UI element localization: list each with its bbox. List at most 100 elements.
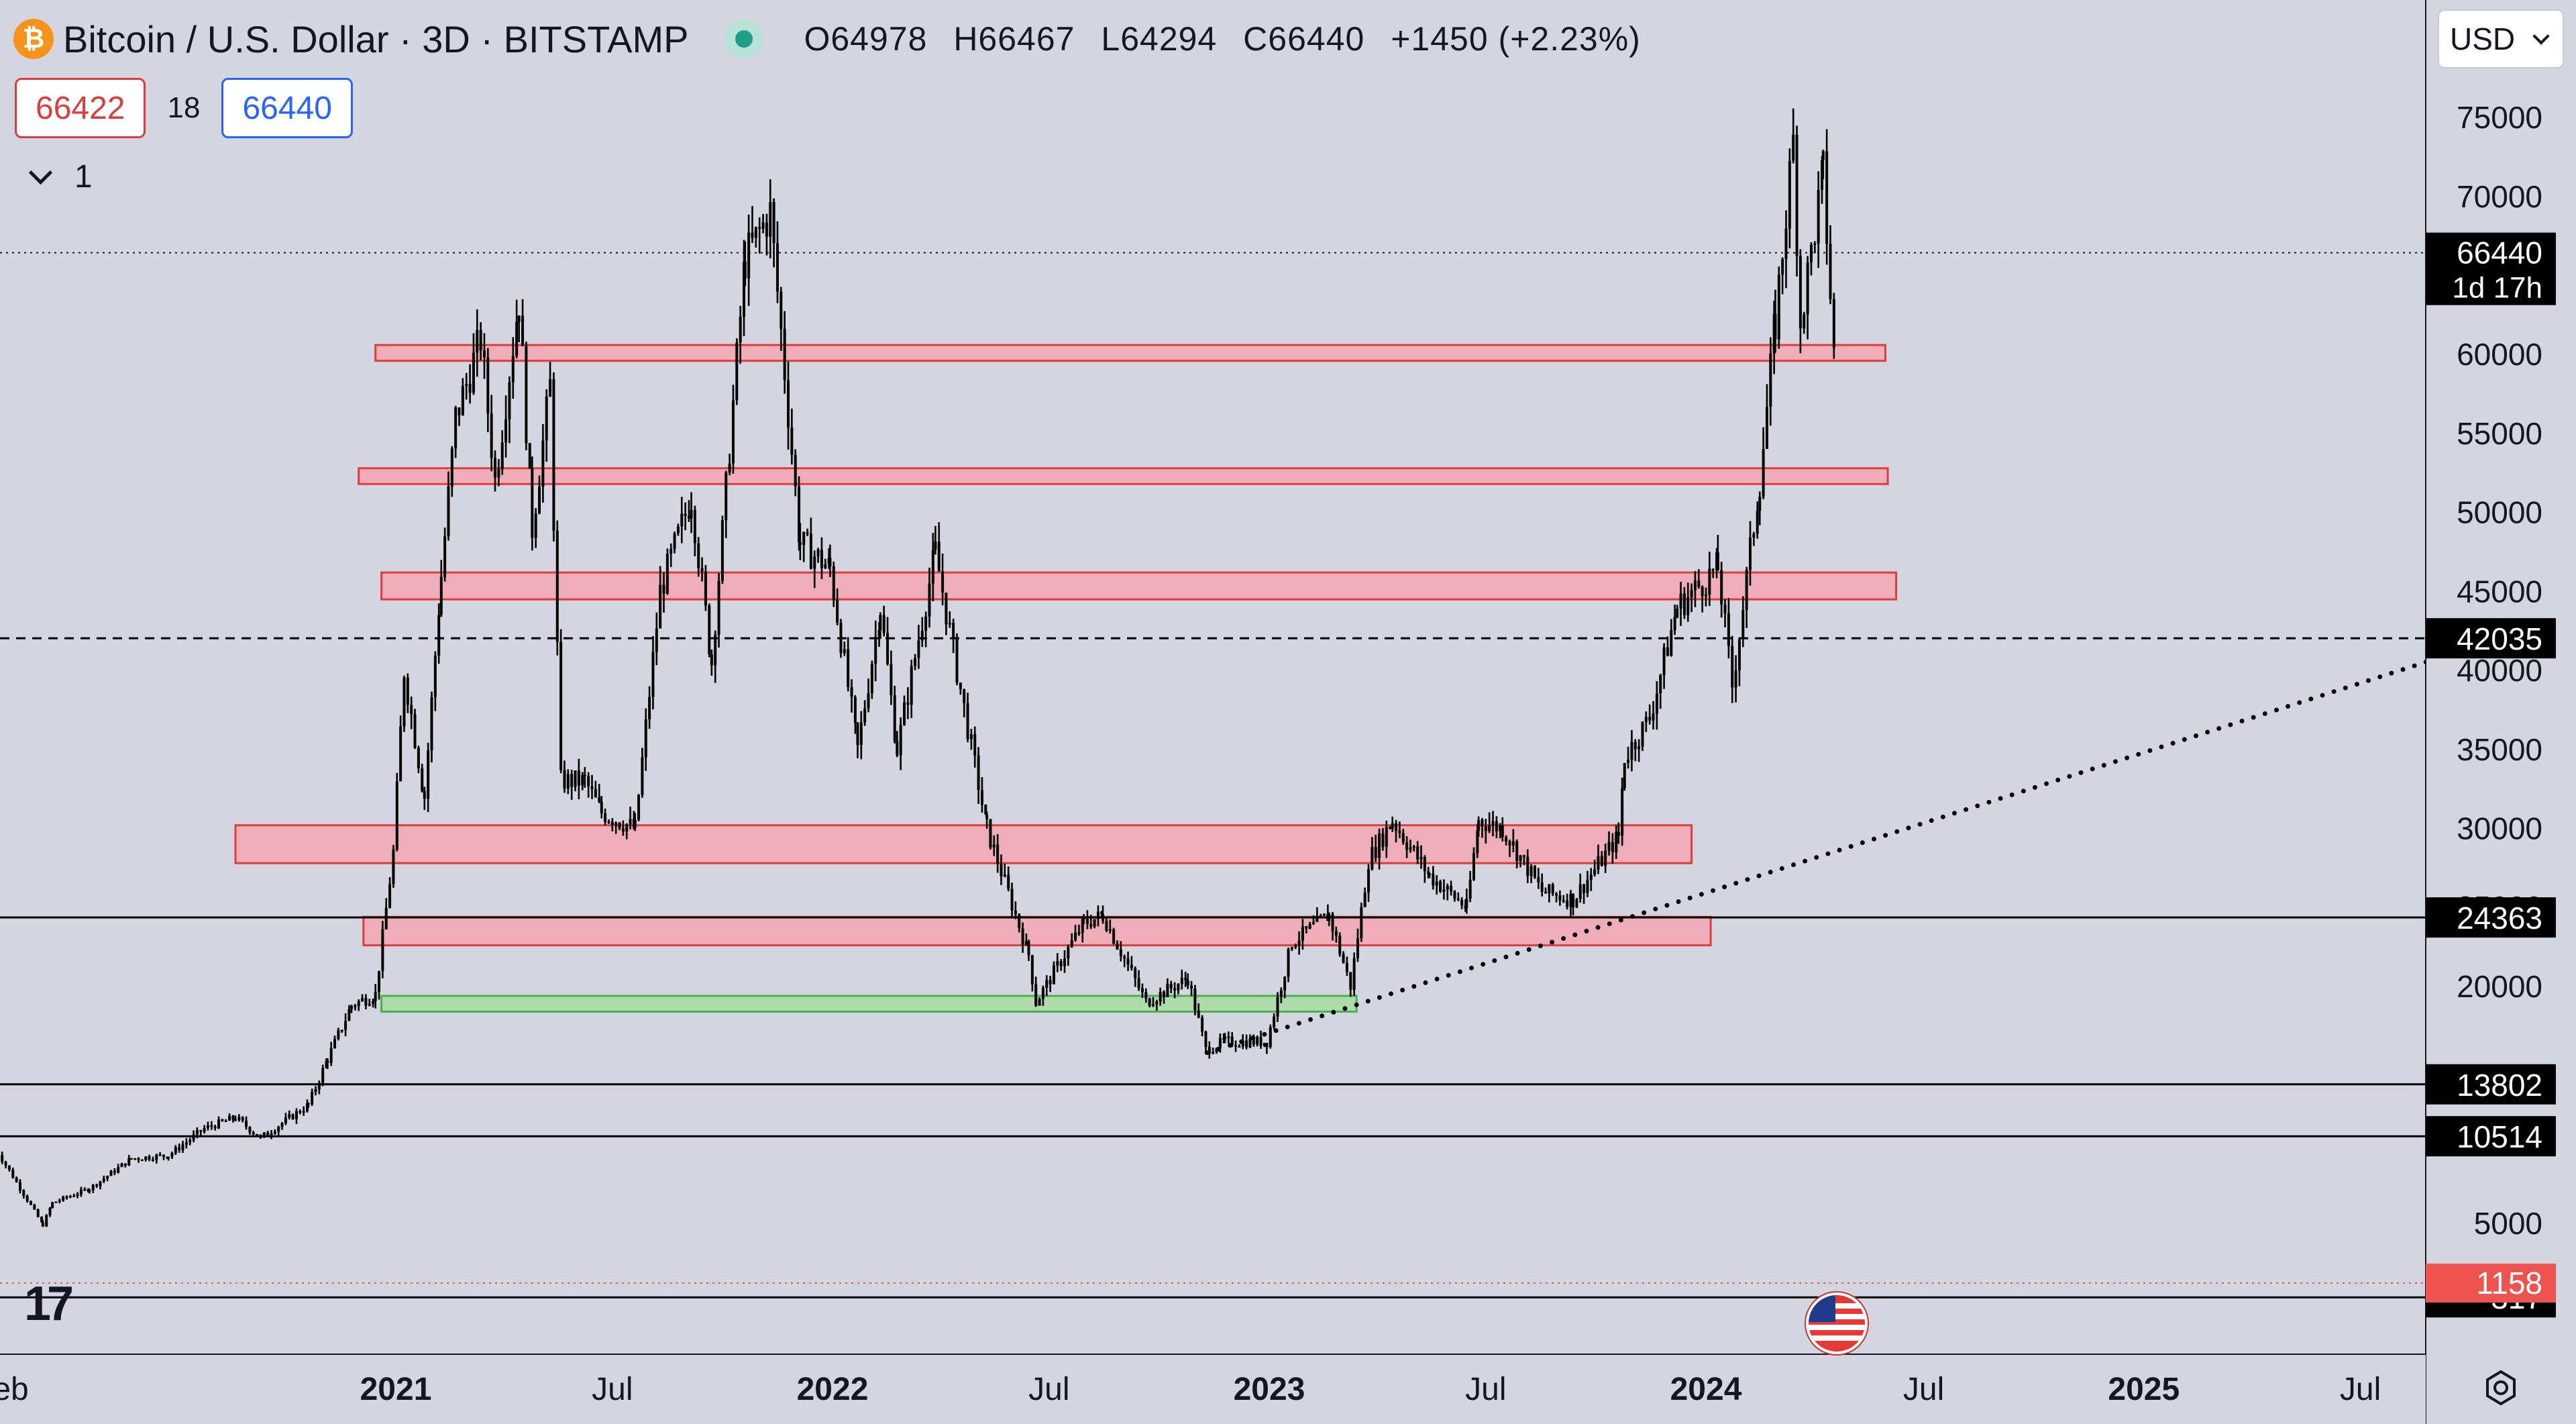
resistance-zone[interactable] — [362, 915, 1712, 947]
low-value: L64294 — [1101, 20, 1218, 58]
candle-body — [618, 823, 621, 828]
symbol-header: ₿ Bitcoin / U.S. Dollar · 3D · BITSTAMP … — [13, 12, 1657, 66]
candle-body — [1795, 134, 1799, 256]
tradingview-logo-icon[interactable]: 17 — [24, 1277, 74, 1331]
candle-body — [1627, 760, 1630, 763]
resistance-zone[interactable] — [380, 571, 1898, 601]
y-tick-label: 5000 — [2474, 1206, 2542, 1241]
candle-body — [772, 202, 775, 244]
candle-body — [806, 532, 809, 534]
symbol-title[interactable]: Bitcoin / U.S. Dollar · 3D · BITSTAMP — [63, 17, 689, 60]
candle-body — [816, 550, 820, 557]
candle-body — [1155, 1001, 1159, 1005]
candle-body — [361, 998, 364, 1001]
candle-body — [1294, 945, 1297, 948]
us-flag-icon[interactable] — [1806, 1292, 1868, 1354]
resistance-zone[interactable] — [358, 467, 1889, 485]
candle-body — [662, 584, 665, 594]
candle-body — [1611, 842, 1614, 853]
candle-body — [1829, 244, 1832, 299]
candle-body — [1352, 958, 1356, 990]
time-axis[interactable] — [0, 1354, 2426, 1424]
candle-body — [1056, 961, 1059, 966]
candle-body — [1371, 846, 1374, 870]
candle-body — [1014, 910, 1017, 915]
candle-body — [1505, 837, 1508, 842]
candle-body — [137, 1158, 140, 1160]
candle-body — [563, 770, 566, 789]
candle-body — [1186, 980, 1189, 986]
candle-body — [329, 1048, 333, 1064]
candle-body — [594, 789, 597, 797]
candle-body — [399, 726, 402, 782]
candle-body — [1082, 918, 1085, 920]
candle-body — [714, 634, 717, 666]
candle-body — [541, 440, 545, 487]
candle-body — [1038, 999, 1041, 1006]
currency-select[interactable]: USD — [2438, 9, 2564, 68]
candle-body — [1666, 647, 1669, 656]
market-status-icon[interactable] — [724, 19, 764, 58]
candle-body — [731, 400, 735, 464]
candle-body — [62, 1197, 65, 1201]
candle-body — [1589, 874, 1593, 880]
buy-button[interactable]: 66440 — [221, 78, 353, 138]
candle-body — [1741, 609, 1745, 640]
trendline[interactable] — [1204, 655, 2442, 1056]
candle-body — [697, 543, 700, 568]
low-marker-label: 1158 — [2476, 1266, 2542, 1301]
resistance-zone[interactable] — [374, 344, 1887, 362]
indicators-toggle[interactable]: 1 — [28, 158, 93, 195]
candle-body — [534, 513, 537, 538]
candle-body — [590, 786, 594, 789]
resistance-zone[interactable] — [234, 824, 1693, 864]
candle-body — [853, 697, 857, 723]
candle-body — [454, 407, 458, 449]
candle-body — [1679, 593, 1682, 609]
candle-body — [1638, 746, 1641, 750]
candle-body — [1693, 580, 1697, 591]
x-tick-label: 2021 — [360, 1372, 432, 1407]
chevron-down-icon — [2532, 28, 2550, 45]
x-tick-label: eb — [0, 1372, 29, 1407]
candle-body — [1435, 881, 1438, 886]
candle-body — [1734, 670, 1737, 688]
candle-body — [1555, 893, 1558, 896]
candle-body — [1144, 992, 1148, 999]
candle-body — [1301, 926, 1304, 941]
candle-body — [899, 725, 902, 756]
candle-body — [1374, 846, 1377, 858]
candle-body — [1813, 243, 1817, 245]
candle-body — [234, 1119, 237, 1121]
candle-body — [874, 636, 877, 664]
candle-body — [192, 1134, 195, 1140]
candle-body — [787, 380, 790, 427]
candle-body — [1248, 1038, 1252, 1048]
candle-body — [676, 526, 680, 533]
candle-body — [1468, 879, 1472, 899]
candle-body — [1508, 841, 1511, 846]
candle-body — [1428, 873, 1431, 875]
candle-body — [256, 1133, 259, 1137]
candle-body — [992, 844, 996, 848]
support-zone[interactable] — [380, 995, 1358, 1013]
sell-button[interactable]: 66422 — [15, 78, 146, 138]
candle-body — [1345, 962, 1348, 972]
candle-body — [248, 1127, 252, 1133]
candle-body — [783, 329, 786, 380]
candle-body — [1334, 931, 1338, 936]
candle-body — [461, 386, 464, 415]
candle-body — [665, 553, 669, 594]
candle-body — [1395, 823, 1398, 831]
settings-icon[interactable] — [2482, 1369, 2520, 1407]
candle-body — [882, 615, 885, 633]
candle-body — [508, 382, 511, 419]
low-marker-box — [2426, 1264, 2556, 1303]
candle-body — [18, 1182, 21, 1191]
candle-body — [1316, 915, 1319, 922]
candle-body — [1439, 881, 1442, 892]
candle-body — [914, 658, 917, 666]
candle-body — [326, 1060, 329, 1064]
